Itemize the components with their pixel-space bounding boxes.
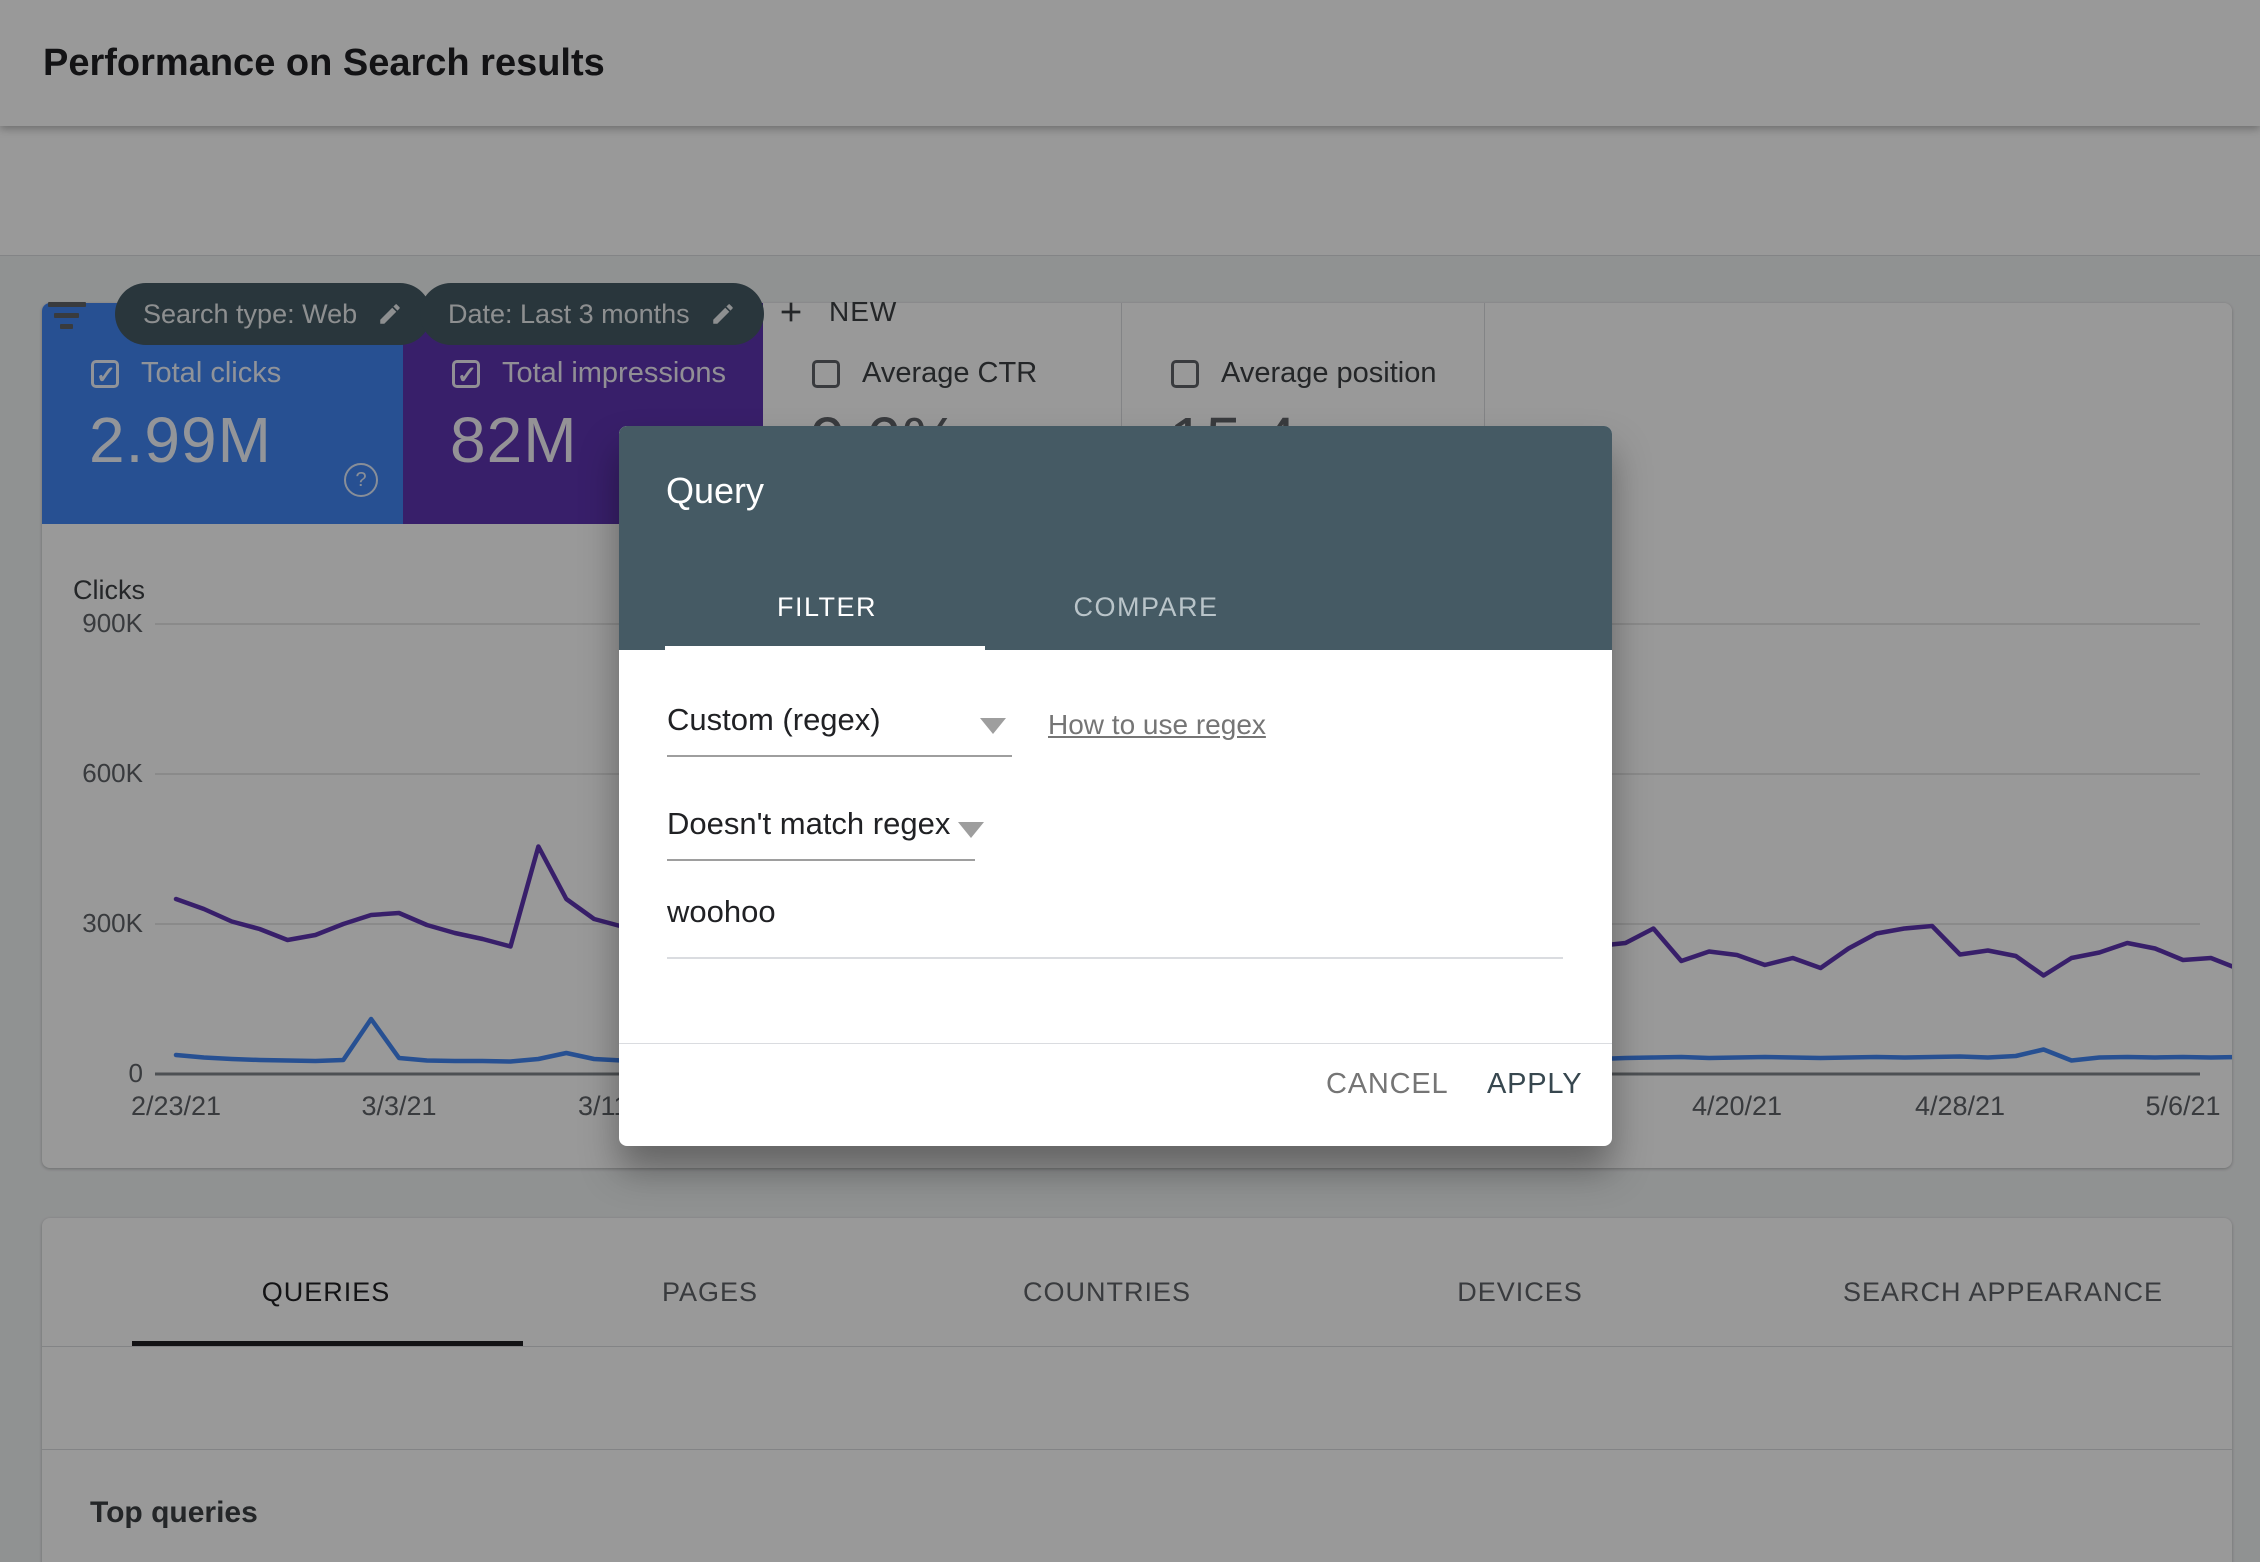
y-axis-tick-label: 0 — [128, 1058, 143, 1088]
y-axis-tick-label: 900K — [82, 608, 143, 638]
plus-icon — [781, 302, 801, 322]
search-type-chip-label: Search type: Web — [143, 298, 358, 329]
total-impressions-value: 82M — [450, 404, 578, 476]
active-tab-indicator — [132, 1341, 523, 1346]
dialog-tab-compare[interactable]: COMPARE — [1073, 592, 1219, 622]
average-ctr-checkbox[interactable] — [812, 359, 840, 388]
edit-pencil-icon — [712, 304, 733, 324]
new-filter-label: NEW — [829, 296, 898, 327]
input-underline — [667, 957, 1563, 959]
divider — [42, 1449, 2232, 1450]
match-mode-dropdown[interactable]: Doesn't match regex — [667, 806, 951, 841]
y-axis-tick-label: 300K — [82, 908, 143, 938]
query-filter-dialog: Query FILTER COMPARE Custom (regex) How … — [619, 426, 1612, 1146]
dialog-tab-filter[interactable]: FILTER — [776, 592, 878, 622]
help-icon[interactable] — [344, 463, 378, 497]
dropdown-underline — [667, 859, 975, 861]
date-range-chip-label: Date: Last 3 months — [448, 298, 690, 329]
filter-type-dropdown[interactable]: Custom (regex) — [667, 702, 881, 737]
chart-y-axis-title: Clicks — [73, 575, 145, 605]
top-queries-column-header: Top queries — [90, 1496, 258, 1529]
dialog-header: Query FILTER COMPARE — [619, 426, 1612, 651]
date-range-chip[interactable]: Date: Last 3 months — [420, 283, 764, 345]
search-type-chip[interactable]: Search type: Web — [115, 283, 432, 345]
total-clicks-value: 2.99M — [89, 404, 272, 476]
average-position-label: Average position — [1221, 357, 1437, 389]
filter-list-icon[interactable] — [48, 302, 86, 329]
dropdown-underline — [667, 755, 1012, 757]
page-title: Performance on Search results — [43, 42, 605, 84]
total-impressions-label: Total impressions — [502, 357, 727, 389]
total-clicks-label: Total clicks — [141, 357, 282, 389]
regex-help-link[interactable]: How to use regex — [1048, 709, 1266, 740]
total-impressions-checkbox[interactable] — [452, 359, 480, 390]
x-axis-tick-label: 5/6/21 — [2145, 1091, 2221, 1121]
tab-pages[interactable]: PAGES — [661, 1277, 759, 1307]
app-header: Performance on Search results — [0, 0, 2260, 126]
filter-bar: Search type: Web Date: Last 3 months NEW — [0, 126, 2260, 345]
x-axis-tick-label: 4/28/21 — [1914, 1091, 2006, 1121]
new-filter-button[interactable]: NEW — [775, 296, 897, 328]
regex-value-input[interactable] — [667, 894, 1557, 930]
tab-countries[interactable]: COUNTRIES — [1022, 1277, 1192, 1307]
dialog-title: Query — [666, 470, 765, 511]
tab-search-appearance[interactable]: SEARCH APPEARANCE — [1842, 1277, 2164, 1307]
tab-devices[interactable]: DEVICES — [1457, 1277, 1583, 1307]
chevron-down-icon[interactable] — [980, 718, 1006, 734]
chevron-down-icon[interactable] — [958, 822, 984, 838]
divider — [42, 1346, 2232, 1347]
average-ctr-label: Average CTR — [862, 357, 1038, 389]
tab-queries[interactable]: QUERIES — [261, 1277, 391, 1307]
dimensions-panel: QUERIES PAGES COUNTRIES DEVICES SEARCH A… — [42, 1218, 2232, 1562]
average-position-checkbox[interactable] — [1171, 359, 1199, 388]
x-axis-tick-label: 4/20/21 — [1691, 1091, 1783, 1121]
apply-button[interactable]: APPLY — [1487, 1068, 1583, 1100]
x-axis-tick-label: 2/23/21 — [130, 1091, 222, 1121]
edit-pencil-icon — [380, 304, 400, 324]
dialog-active-tab-indicator — [665, 646, 985, 651]
cancel-button[interactable]: CANCEL — [1326, 1068, 1449, 1100]
divider — [619, 1043, 1612, 1044]
total-clicks-checkbox[interactable] — [91, 359, 119, 390]
y-axis-tick-label: 600K — [82, 758, 143, 788]
x-axis-tick-label: 3/3/21 — [361, 1091, 437, 1121]
